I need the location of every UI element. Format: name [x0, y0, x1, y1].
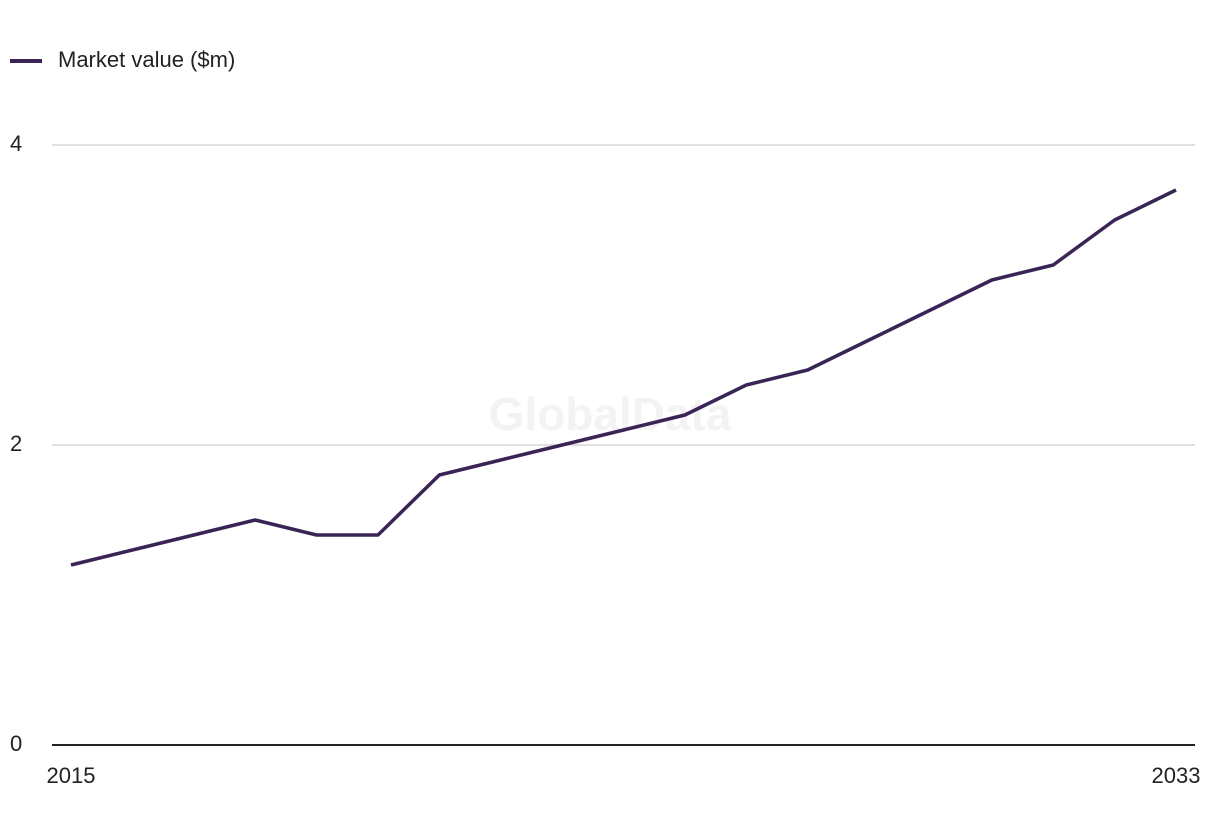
- line: [70, 188, 1177, 567]
- x-tick-label: 2015: [47, 763, 96, 788]
- y-tick-label: 0: [10, 731, 22, 756]
- x-tick-label: 2033: [1152, 763, 1201, 788]
- y-tick-label: 4: [10, 131, 22, 156]
- legend-label: Market value ($m): [58, 47, 235, 72]
- y-tick-label: 2: [10, 431, 22, 456]
